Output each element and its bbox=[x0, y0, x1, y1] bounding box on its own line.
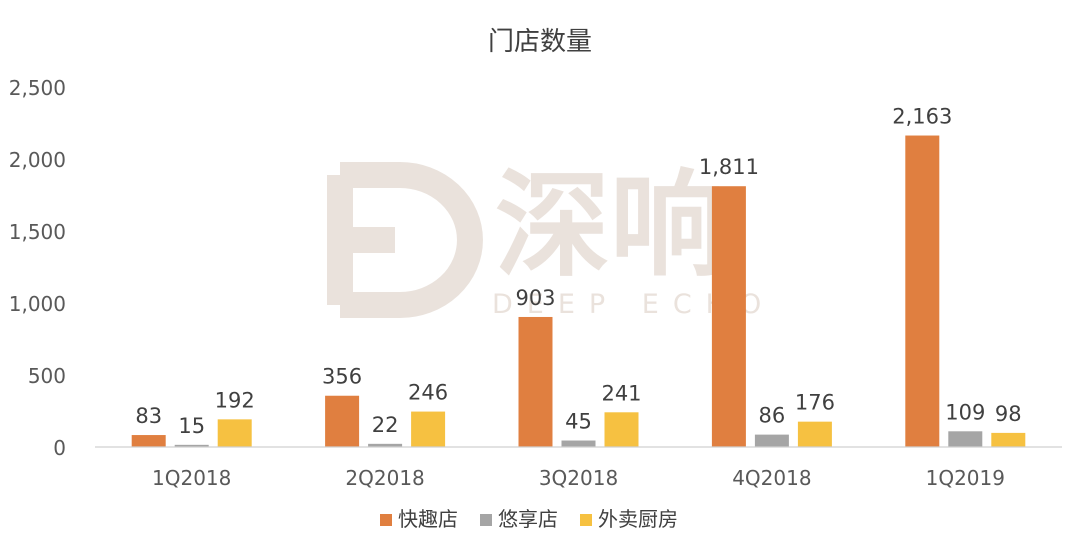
y-tick-label: 2,500 bbox=[9, 76, 66, 100]
bar bbox=[948, 431, 983, 447]
data-label: 109 bbox=[945, 400, 985, 424]
x-tick-label: 3Q2018 bbox=[539, 466, 618, 490]
bar bbox=[991, 432, 1026, 447]
watermark: 深响 DEEP ECHO bbox=[327, 159, 761, 320]
y-tick-label: 1,500 bbox=[9, 220, 66, 244]
bar bbox=[604, 412, 639, 447]
bar bbox=[131, 435, 166, 447]
legend-label: 悠享店 bbox=[498, 507, 558, 531]
x-axis: 1Q2018 2Q2018 3Q2018 4Q2018 1Q2019 bbox=[152, 466, 1005, 490]
x-tick-label: 1Q2019 bbox=[926, 466, 1005, 490]
bar bbox=[368, 443, 403, 447]
legend-swatch bbox=[580, 514, 592, 526]
data-label: 2,163 bbox=[892, 105, 952, 129]
watermark-cn: 深响 bbox=[495, 159, 725, 293]
data-label: 22 bbox=[372, 413, 399, 437]
y-tick-label: 500 bbox=[28, 364, 66, 388]
chart-title: 门店数量 bbox=[488, 27, 592, 57]
data-label: 176 bbox=[795, 391, 835, 415]
data-label: 83 bbox=[135, 404, 162, 428]
y-tick-label: 2,000 bbox=[9, 148, 66, 172]
legend: 快趣店 悠享店 外卖厨房 bbox=[380, 507, 678, 531]
data-label: 192 bbox=[215, 388, 255, 412]
legend-label: 快趣店 bbox=[398, 507, 458, 531]
deep-echo-logo bbox=[327, 162, 483, 318]
data-label: 246 bbox=[408, 381, 448, 405]
data-label: 1,811 bbox=[699, 155, 759, 179]
y-tick-label: 0 bbox=[53, 436, 66, 460]
data-label: 241 bbox=[601, 381, 641, 405]
y-tick-label: 1,000 bbox=[9, 292, 66, 316]
bar bbox=[174, 444, 209, 447]
x-tick-label: 4Q2018 bbox=[732, 466, 811, 490]
legend-swatch bbox=[380, 514, 392, 526]
data-label: 86 bbox=[759, 404, 786, 428]
data-label: 903 bbox=[515, 286, 555, 310]
bar bbox=[325, 395, 360, 447]
bars bbox=[131, 135, 1026, 447]
legend-swatch bbox=[480, 514, 492, 526]
data-label: 98 bbox=[995, 402, 1022, 426]
bar bbox=[217, 419, 252, 447]
bar bbox=[518, 316, 553, 447]
data-labels: 83 15 192 356 22 246 903 45 241 1,811 86 176 2,163 10… bbox=[135, 105, 1021, 438]
data-label: 15 bbox=[178, 414, 205, 438]
bar bbox=[411, 411, 446, 447]
bar bbox=[797, 421, 832, 447]
bar bbox=[905, 135, 940, 447]
x-tick-label: 1Q2018 bbox=[152, 466, 231, 490]
x-tick-label: 2Q2018 bbox=[345, 466, 424, 490]
y-axis: 0 500 1,000 1,500 2,000 2,500 bbox=[9, 76, 66, 460]
legend-label: 外卖厨房 bbox=[598, 507, 678, 531]
data-label: 356 bbox=[322, 365, 362, 389]
bar bbox=[754, 434, 789, 447]
bar bbox=[711, 186, 746, 447]
bar bbox=[561, 440, 596, 447]
data-label: 45 bbox=[565, 410, 592, 434]
